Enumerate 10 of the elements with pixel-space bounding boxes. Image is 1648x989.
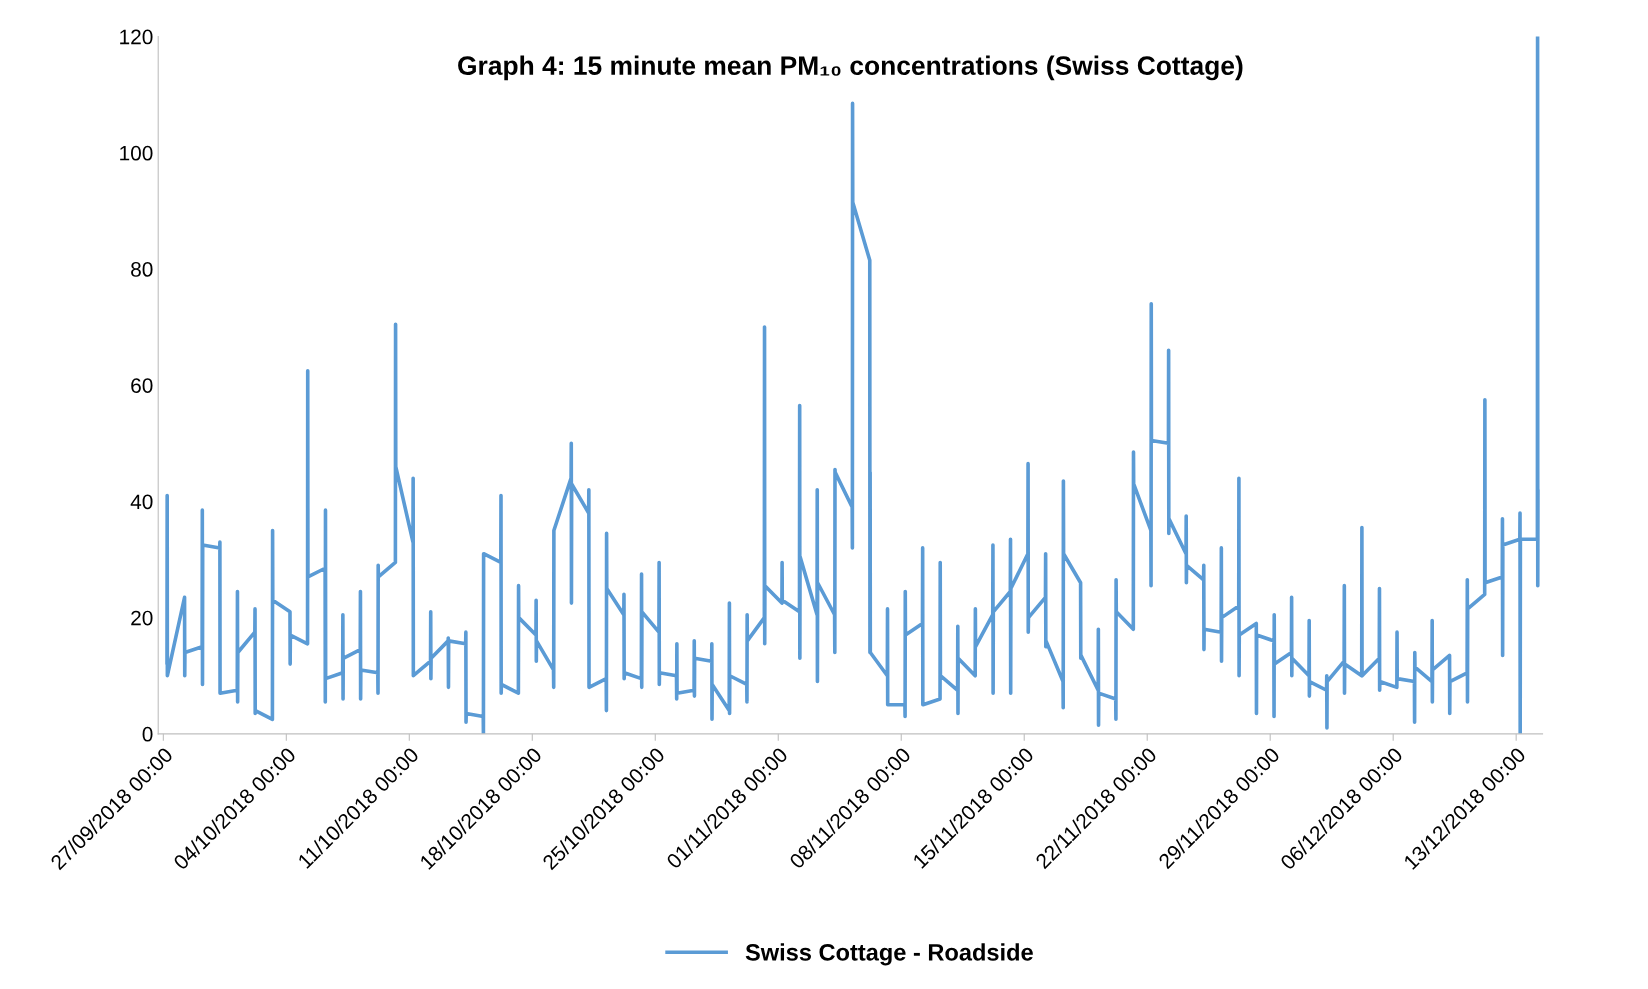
legend-label: Swiss Cottage - Roadside: [745, 943, 1033, 966]
y-tick-label: 80: [131, 262, 153, 277]
y-tick-label: 100: [120, 145, 153, 161]
y-tick-label: 60: [131, 378, 153, 393]
y-tick-label: 20: [131, 610, 153, 626]
y-tick-label: 40: [130, 494, 153, 510]
text: Graph 4: 15 minute mean PM₁₀ concentrations (Swiss Cottage): [458, 55, 1243, 81]
y-tick-label: 0: [142, 726, 153, 742]
y-tick-label: 120: [120, 29, 153, 45]
line-series: [165, 36, 1540, 734]
